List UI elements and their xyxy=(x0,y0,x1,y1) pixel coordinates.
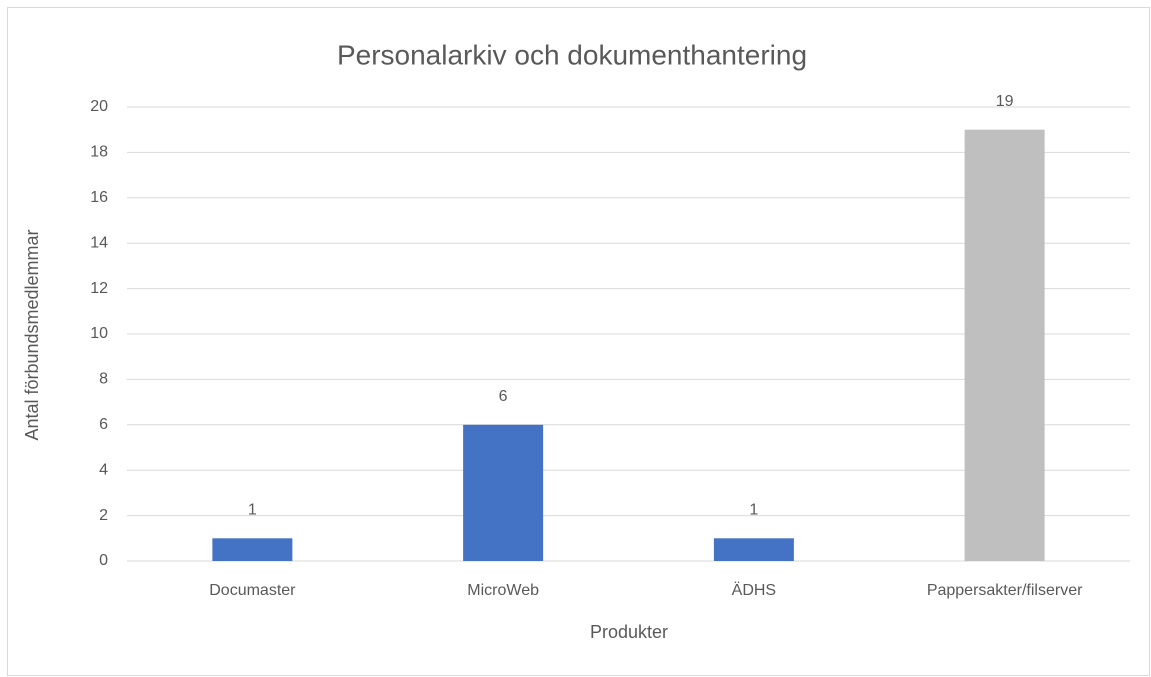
bar xyxy=(964,129,1045,561)
y-tick-label: 18 xyxy=(90,144,108,161)
y-tick-label: 8 xyxy=(99,371,108,388)
y-tick-label: 20 xyxy=(90,98,108,115)
x-axis-label: Produkter xyxy=(590,622,668,642)
y-axis-label: Antal förbundsmedlemmar xyxy=(22,229,42,440)
data-label: 1 xyxy=(248,502,257,519)
chart-title: Personalarkiv och dokumenthantering xyxy=(337,39,807,70)
x-tick-label: Documaster xyxy=(209,582,296,599)
data-label: 1 xyxy=(749,502,758,519)
bar xyxy=(463,424,544,561)
x-tick-label: ÄDHS xyxy=(732,581,776,599)
bar xyxy=(713,538,794,561)
data-label: 19 xyxy=(996,93,1014,110)
y-tick-label: 4 xyxy=(99,461,108,478)
y-tick-label: 14 xyxy=(90,234,108,251)
data-label: 6 xyxy=(499,388,508,405)
bar xyxy=(212,538,293,561)
y-tick-label: 0 xyxy=(99,552,108,569)
x-tick-label: Pappersakter/filserver xyxy=(927,582,1083,599)
y-tick-label: 12 xyxy=(90,280,108,297)
y-tick-label: 6 xyxy=(99,416,108,433)
y-tick-label: 2 xyxy=(99,507,108,524)
x-tick-label: MicroWeb xyxy=(467,582,539,599)
y-tick-label: 16 xyxy=(90,189,108,206)
chart-border xyxy=(7,7,1150,676)
y-tick-label: 10 xyxy=(90,325,108,342)
